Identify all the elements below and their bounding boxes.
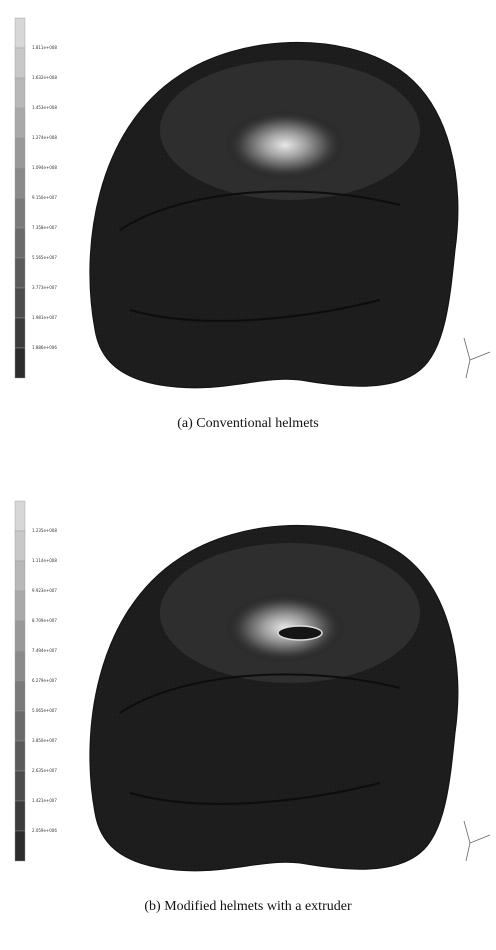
legend-swatch [15, 561, 25, 591]
legend-swatch [15, 651, 25, 681]
legend-label: 9.150e+007 [32, 195, 57, 200]
legend-swatch [15, 138, 25, 168]
legend-swatch [15, 801, 25, 831]
legend-label: 5.565e+007 [32, 255, 57, 260]
caption: (b) Modified helmets with a extruder [144, 899, 352, 914]
legend-swatch [15, 771, 25, 801]
legend-label: 2.635e+007 [32, 768, 57, 773]
axis-triad [464, 338, 490, 378]
legend-label: 9.923e+007 [32, 588, 57, 593]
legend-swatch [15, 591, 25, 621]
legend-label: 1.453e+008 [32, 105, 57, 110]
legend-swatch [15, 288, 25, 318]
legend-label: 7.358e+007 [32, 225, 57, 230]
legend-swatch [15, 681, 25, 711]
legend-swatch [15, 711, 25, 741]
stress-zone [225, 110, 345, 180]
legend-swatch [15, 531, 25, 561]
legend-swatch [15, 258, 25, 288]
legend-swatch [15, 348, 25, 378]
legend-label: 7.494e+007 [32, 648, 57, 653]
axis-triad [464, 821, 490, 861]
legend-swatch [15, 48, 25, 78]
legend-swatch [15, 228, 25, 258]
panel: 1.811e+008 1.632e+008 1.453e+008 1.274e+008… [15, 18, 490, 431]
legend-swatch [15, 108, 25, 138]
legend-label: 3.850e+007 [32, 738, 57, 743]
legend-label: 3.773e+007 [32, 285, 57, 290]
legend-label: 6.279e+007 [32, 678, 57, 683]
legend-label: 5.065e+007 [32, 708, 57, 713]
legend-swatch [15, 78, 25, 108]
legend-label: 2.059e+006 [32, 828, 57, 833]
legend-swatch [15, 741, 25, 771]
legend-swatch [15, 318, 25, 348]
legend-label: 1.981e+007 [32, 315, 57, 320]
panel: 1.235e+008 1.114e+008 9.923e+007 8.709e+007… [15, 501, 490, 914]
legend-swatch [15, 831, 25, 861]
legend-label: 1.235e+008 [32, 528, 57, 533]
figure: 1.811e+008 1.632e+008 1.453e+008 1.274e+008… [0, 0, 496, 945]
legend-label: 1.114e+008 [32, 558, 57, 563]
legend-swatch [15, 621, 25, 651]
legend-swatch [15, 198, 25, 228]
legend-label: 1.094e+008 [32, 165, 57, 170]
extruder [278, 626, 322, 640]
legend-label: 1.886e+006 [32, 345, 57, 350]
legend-label: 8.709e+007 [32, 618, 57, 623]
legend-label: 1.274e+008 [32, 135, 57, 140]
legend-swatch [15, 501, 25, 531]
caption: (a) Conventional helmets [177, 416, 319, 431]
legend-label: 1.421e+007 [32, 798, 57, 803]
legend-swatch [15, 18, 25, 48]
legend-label: 1.632e+008 [32, 75, 57, 80]
legend-label: 1.811e+008 [32, 45, 57, 50]
legend-swatch [15, 168, 25, 198]
